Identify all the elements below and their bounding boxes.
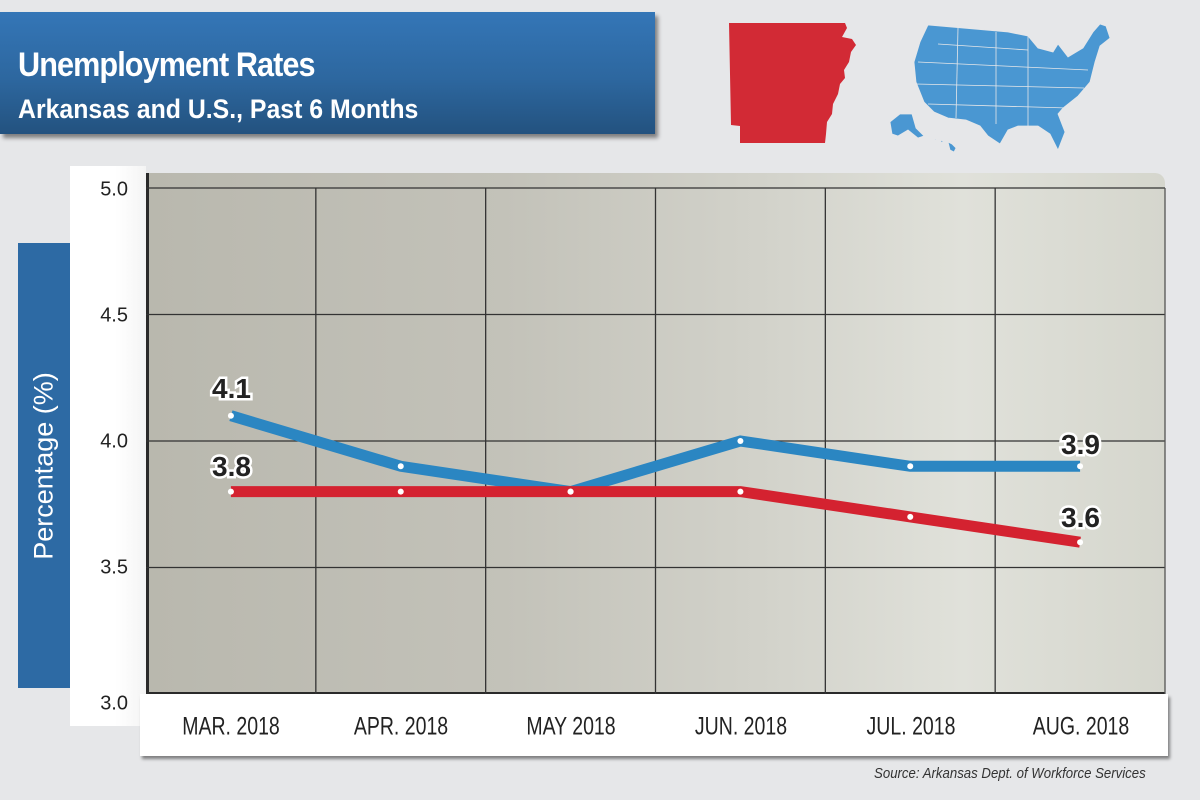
x-tick: MAR. 2018 [182,712,280,741]
series-line-arkansas [230,486,1081,548]
y-axis-label-box [18,243,70,688]
data-point [737,488,744,495]
y-tick: 4.5 [100,304,128,327]
data-point [397,488,404,495]
y-tick: 4.0 [100,430,128,453]
data-point [737,438,744,444]
x-tick-panel [140,694,1168,756]
data-label-ar-end: 3.6 [1061,502,1100,533]
us-map-icon [889,23,1111,152]
x-tick: JUL. 2018 [866,712,956,741]
x-tick: JUN. 2018 [694,712,788,741]
data-point [907,513,914,520]
y-tick: 5.0 [100,178,128,201]
chart-title: Unemployment Rates [18,46,316,84]
series-line-us [229,410,1081,498]
source-note: Source: Arkansas Dept. of Workforce Serv… [874,765,1146,782]
data-label-ar-start: 3.8 [212,451,251,482]
data-label-us-start: 4.1 [212,373,251,404]
y-tick: 3.0 [100,692,128,715]
data-point [1077,463,1084,470]
data-point [907,463,914,470]
x-tick: MAY 2018 [526,712,616,741]
data-label-us-end: 3.9 [1061,429,1100,460]
y-tick: 3.5 [100,556,128,579]
x-tick: APR. 2018 [353,712,449,741]
x-tick: AUG. 2018 [1032,712,1130,741]
data-point [397,463,404,470]
data-point [227,488,234,495]
title-banner: Unemployment Rates Arkansas and U.S., Pa… [0,12,655,134]
data-point [1077,539,1084,546]
y-tick-panel [70,166,146,726]
data-point [227,412,234,419]
series-lines [227,410,1084,548]
arkansas-map-icon [729,23,856,143]
data-point [567,488,574,495]
chart-subtitle: Arkansas and U.S., Past 6 Months [18,94,419,124]
